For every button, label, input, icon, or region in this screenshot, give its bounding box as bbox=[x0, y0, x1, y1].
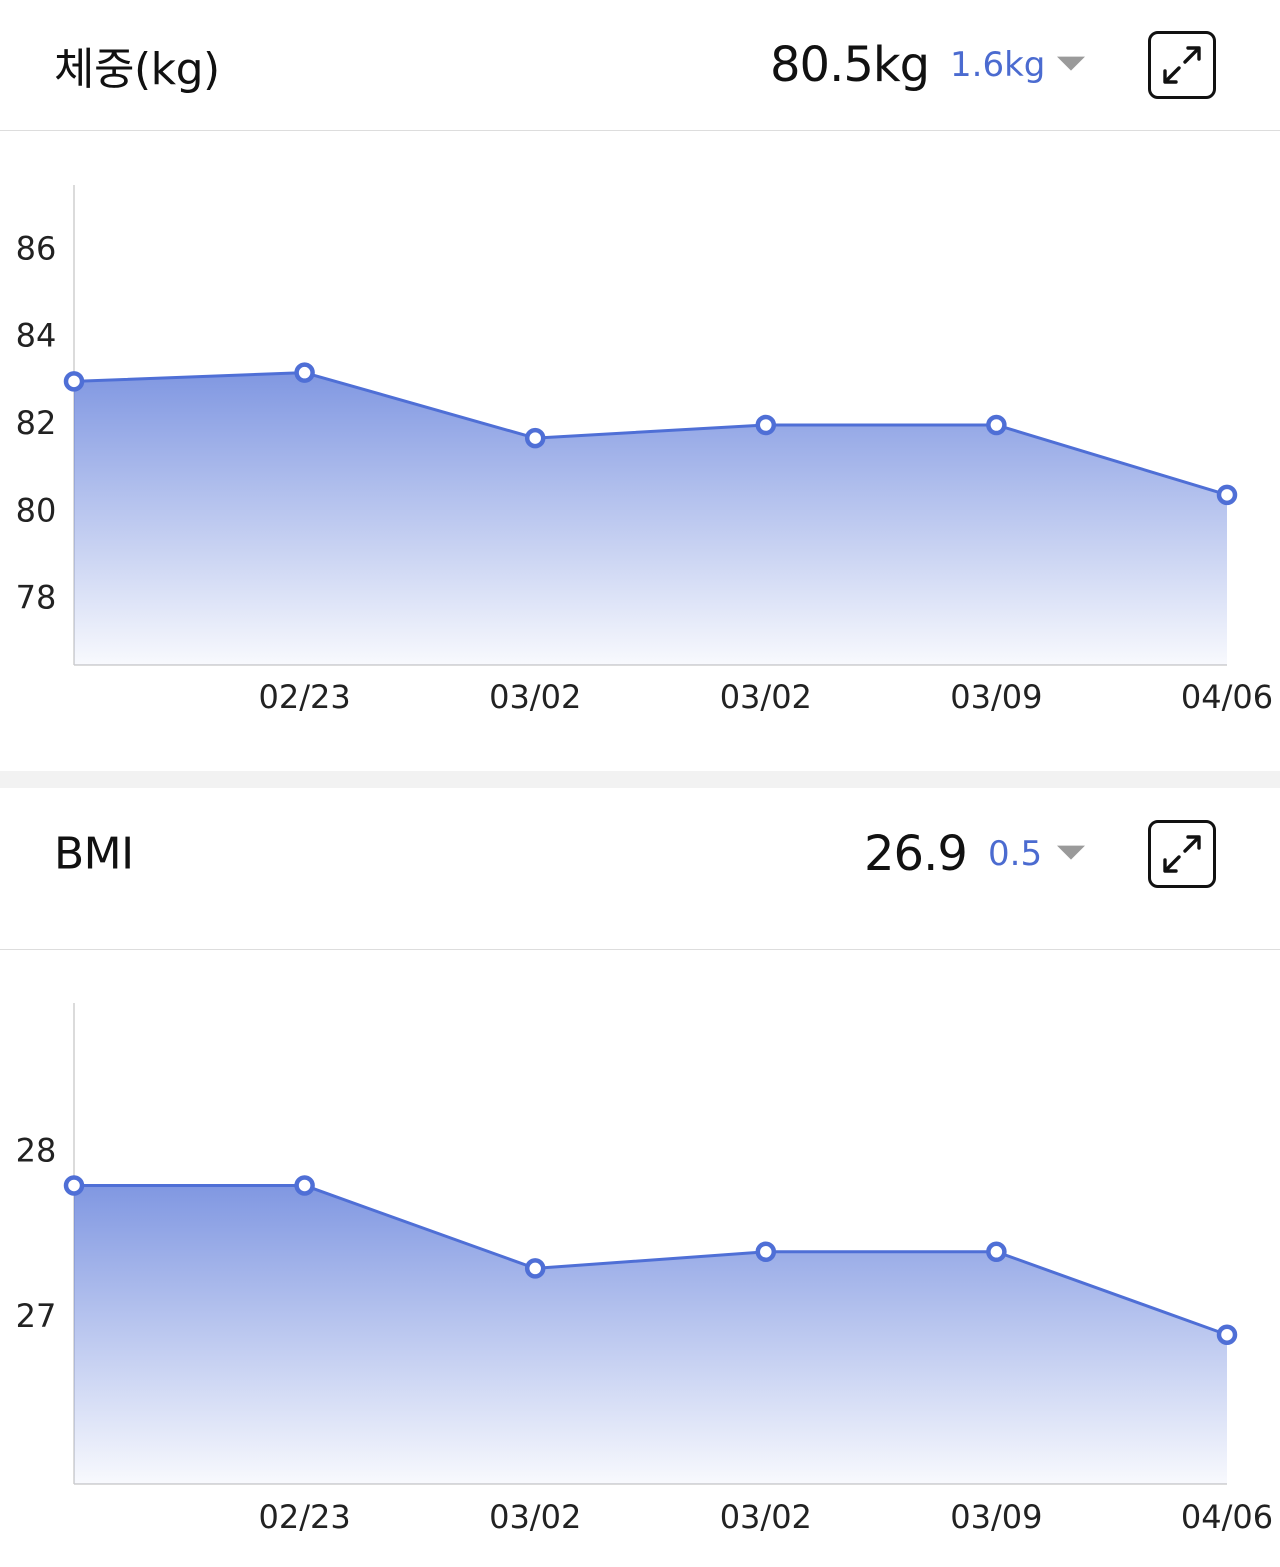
data-point bbox=[63, 371, 85, 392]
data-point bbox=[294, 1175, 315, 1196]
data-point bbox=[1216, 484, 1238, 506]
x-tick-label: 03/09 bbox=[950, 678, 1042, 716]
data-point bbox=[63, 1175, 85, 1196]
expand-arrows-icon bbox=[1163, 835, 1201, 873]
series-line bbox=[74, 1183, 1228, 1337]
triangle-down-icon bbox=[1057, 56, 1085, 71]
area-fill bbox=[74, 1185, 1227, 1484]
y-tick-label: 82 bbox=[16, 404, 57, 442]
divider bbox=[0, 949, 1280, 950]
weight-expand-button[interactable] bbox=[1148, 31, 1216, 99]
divider bbox=[0, 130, 1280, 131]
y-tick-label: 86 bbox=[16, 229, 57, 267]
weight-change-value: 1.6kg bbox=[950, 45, 1046, 85]
weight-title: 체중(kg) bbox=[54, 44, 220, 95]
data-point bbox=[986, 1241, 1007, 1263]
x-tick-label: 04/06 bbox=[1181, 1498, 1273, 1536]
x-tick-label: 02/23 bbox=[258, 1498, 350, 1536]
x-tick-label: 02/23 bbox=[258, 678, 350, 716]
triangle-down-icon bbox=[1057, 845, 1085, 860]
bmi-header: BMI 26.9 0.5 bbox=[0, 789, 1280, 919]
data-point bbox=[524, 1258, 546, 1279]
y-tick-label: 80 bbox=[16, 491, 57, 529]
y-tick-label: 78 bbox=[16, 579, 57, 617]
weight-header: 체중(kg) 80.5kg 1.6kg bbox=[0, 0, 1280, 130]
data-point bbox=[986, 414, 1007, 436]
data-point bbox=[755, 1241, 777, 1263]
x-tick-label: 03/02 bbox=[720, 1498, 812, 1536]
data-point bbox=[755, 414, 777, 436]
x-tick-label: 03/02 bbox=[489, 678, 581, 716]
data-point bbox=[524, 427, 546, 449]
y-tick-label: 27 bbox=[16, 1297, 57, 1335]
bmi-title: BMI bbox=[54, 828, 134, 880]
bmi-expand-button[interactable] bbox=[1148, 820, 1216, 888]
y-tick-label: 28 bbox=[16, 1131, 57, 1169]
x-tick-label: 04/06 bbox=[1181, 678, 1273, 716]
x-tick-label: 03/02 bbox=[489, 1498, 581, 1536]
weight-chart: 78 80 82 84 86 02/23 03/02 03/02 03/09 04/06 bbox=[16, 185, 1273, 716]
series-line bbox=[73, 371, 1228, 497]
data-point bbox=[1216, 1324, 1238, 1345]
bmi-change-value: 0.5 bbox=[988, 834, 1043, 874]
y-tick-label: 84 bbox=[16, 317, 57, 355]
x-tick-label: 03/02 bbox=[720, 678, 812, 716]
bmi-current-value: 26.9 bbox=[864, 826, 968, 882]
weight-current-value: 80.5kg bbox=[770, 37, 930, 93]
data-point bbox=[294, 362, 315, 383]
section-separator bbox=[0, 771, 1280, 788]
x-tick-label: 03/09 bbox=[950, 1498, 1042, 1536]
expand-arrows-icon bbox=[1163, 46, 1201, 84]
bmi-chart: 27 28 02/23 03/02 03/02 03/09 04/06 bbox=[16, 1003, 1273, 1536]
area-fill bbox=[74, 372, 1227, 665]
